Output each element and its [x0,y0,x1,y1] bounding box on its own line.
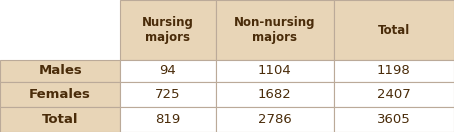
Text: Nursing
majors: Nursing majors [142,16,194,44]
Bar [0,82,120,107]
Text: Non-nursing
majors: Non-nursing majors [234,16,316,44]
Bar [0,60,120,82]
Text: Males: Males [38,64,82,77]
Text: 1682: 1682 [258,88,291,101]
Bar [120,82,216,107]
Bar [120,60,216,82]
Text: 1198: 1198 [377,64,411,77]
Text: 819: 819 [155,113,181,126]
Bar [216,82,334,107]
Bar [334,107,454,132]
Bar [216,0,334,60]
Bar [334,0,454,60]
Bar [334,82,454,107]
Text: 2786: 2786 [258,113,291,126]
Bar [120,107,216,132]
Text: Females: Females [29,88,91,101]
Bar [334,60,454,82]
Bar [0,107,120,132]
Bar [216,107,334,132]
Bar [120,0,216,60]
Text: Total: Total [378,23,410,37]
Bar [0,0,120,60]
Text: Total: Total [42,113,79,126]
Text: 725: 725 [155,88,181,101]
Text: 2407: 2407 [377,88,411,101]
Bar [216,60,334,82]
Text: 94: 94 [160,64,176,77]
Text: 3605: 3605 [377,113,411,126]
Text: 1104: 1104 [258,64,291,77]
